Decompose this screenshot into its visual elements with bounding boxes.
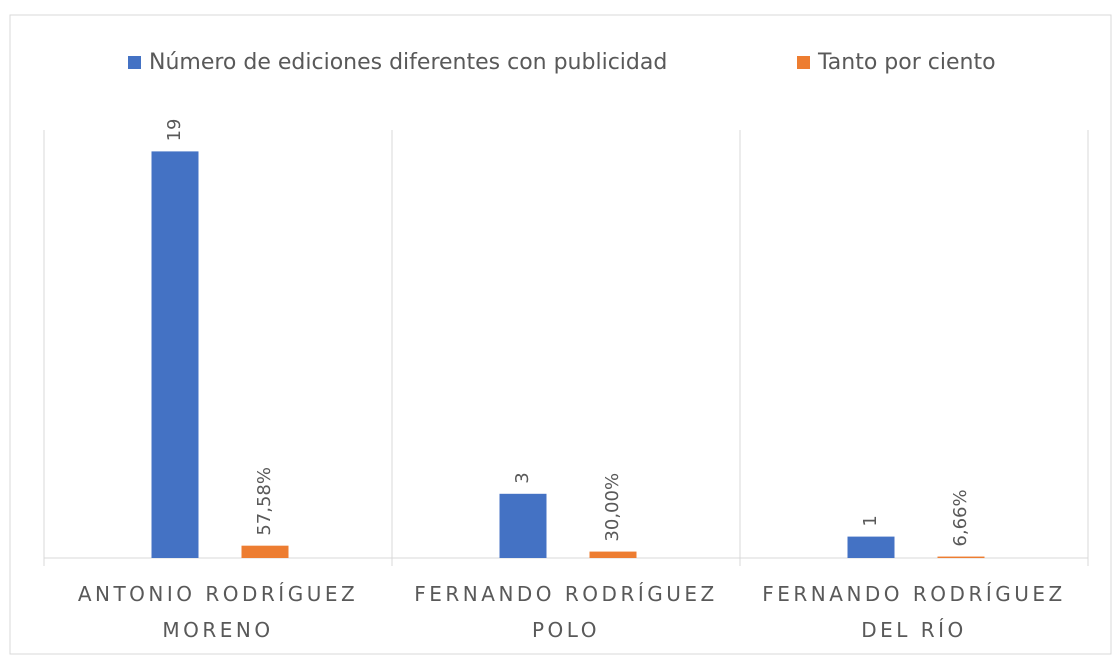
bar: [937, 556, 985, 558]
bar: [847, 536, 895, 558]
legend-swatch: [128, 56, 141, 69]
legend-swatch: [797, 56, 810, 69]
chart-border: [9, 14, 1112, 655]
legend-label: Número de ediciones diferentes con publi…: [149, 50, 667, 75]
legend-label: Tanto por ciento: [817, 50, 996, 75]
data-label: 3: [512, 472, 533, 483]
bar: [241, 545, 289, 558]
data-label: 6,66%: [950, 489, 971, 546]
data-label: 57,58%: [254, 467, 275, 536]
data-label: 30,00%: [602, 473, 623, 542]
x-tick-label: FERNANDO RODRÍGUEZ POLO: [414, 582, 718, 642]
bar: [499, 493, 547, 558]
bar: [589, 551, 637, 558]
bar: [151, 151, 199, 558]
data-label: 1: [860, 515, 881, 526]
x-tick-label: ANTONIO RODRÍGUEZ MORENO: [77, 582, 359, 642]
x-tick-label: FERNANDO RODRÍGUEZ DEL RÍO: [762, 582, 1066, 642]
data-label: 19: [164, 118, 185, 141]
